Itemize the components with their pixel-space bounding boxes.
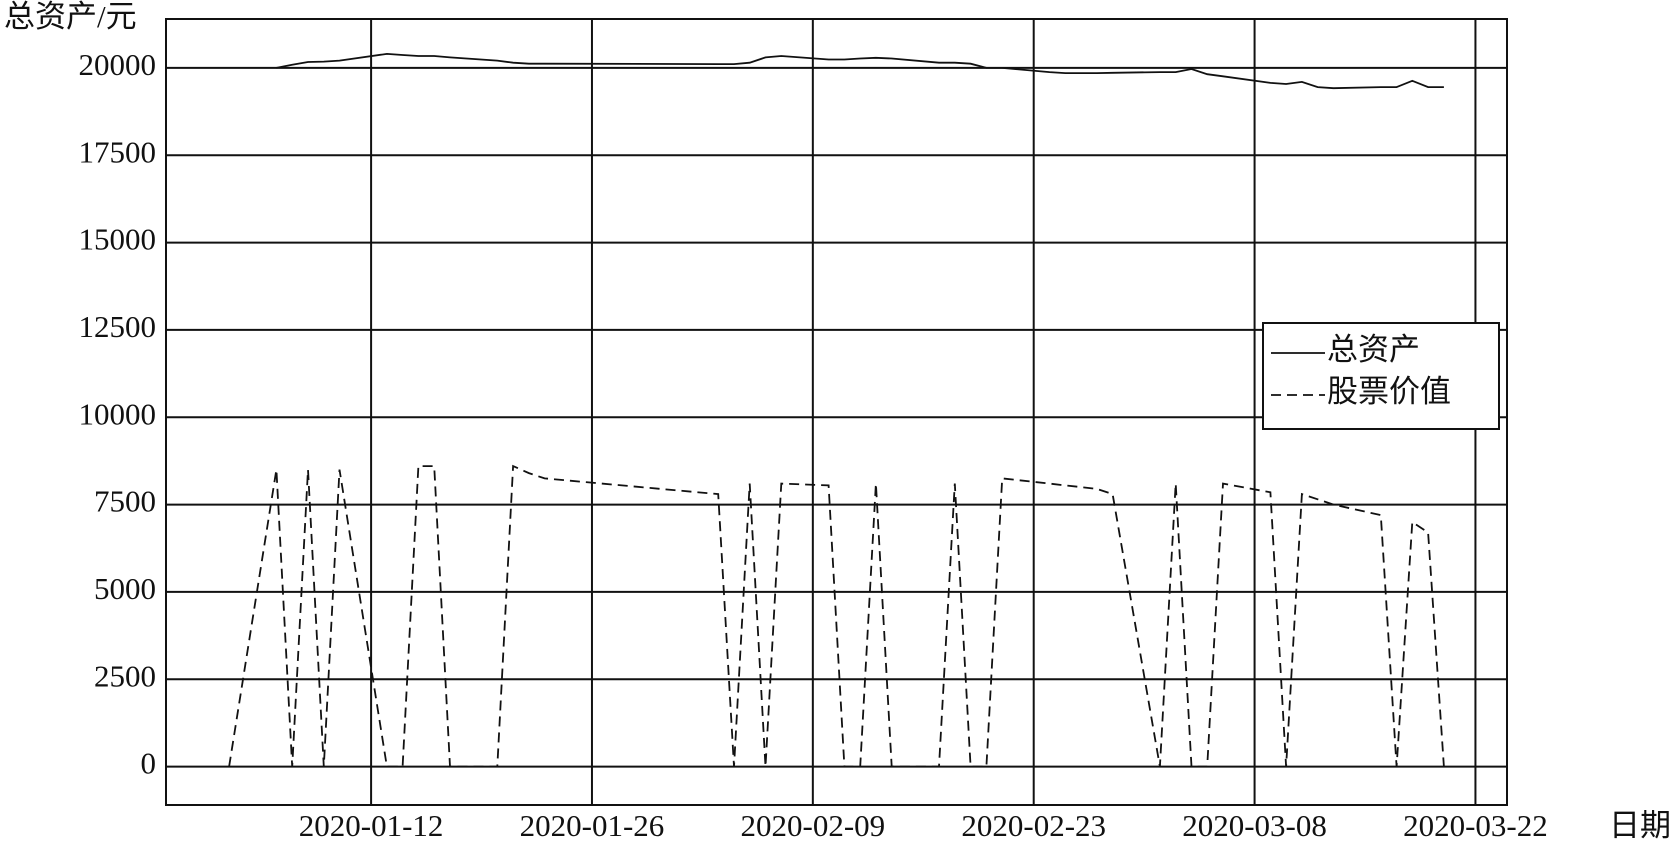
x-tick-label: 2020-02-23	[961, 808, 1106, 843]
y-tick-label: 2500	[94, 658, 156, 693]
y-axis-label: 总资产/元	[4, 0, 137, 34]
y-tick-label: 20000	[79, 47, 157, 82]
y-tick-label: 12500	[79, 309, 157, 344]
y-tick-label: 10000	[79, 396, 157, 431]
x-tick-label: 2020-02-09	[741, 808, 886, 843]
legend-box	[1262, 322, 1500, 430]
y-tick-label: 0	[141, 746, 157, 781]
x-axis-label: 日期	[1609, 808, 1671, 843]
legend-label: 股票价值	[1327, 374, 1451, 409]
x-tick-label: 2020-03-08	[1182, 808, 1327, 843]
y-tick-label: 5000	[94, 571, 156, 606]
x-tick-label: 2020-01-26	[520, 808, 665, 843]
legend-label: 总资产	[1327, 332, 1420, 367]
data-line	[228, 464, 1445, 768]
y-tick-label: 7500	[94, 484, 156, 519]
y-tick-label: 17500	[79, 134, 157, 169]
y-tick-label: 15000	[79, 222, 157, 257]
x-tick-label: 2020-01-12	[299, 808, 444, 843]
x-tick-label: 2020-03-22	[1403, 808, 1548, 843]
plot-frame	[165, 18, 1508, 806]
data-line	[276, 52, 1444, 90]
